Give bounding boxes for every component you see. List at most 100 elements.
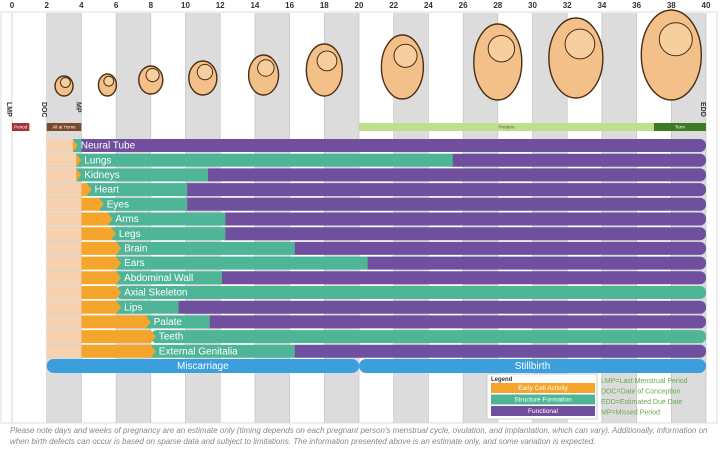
structure-segment	[76, 168, 209, 182]
structure-segment	[86, 183, 188, 197]
pre-embryonic-shade	[46, 139, 73, 152]
pre-embryonic-shade	[46, 183, 82, 197]
functional-segment	[446, 153, 706, 167]
row-label: Lips	[124, 302, 142, 313]
row-label: Teeth	[159, 332, 183, 343]
row-label: Neural Tube	[81, 141, 136, 152]
period-label: Period	[14, 125, 28, 130]
period-bar	[359, 123, 654, 131]
period-bar	[12, 123, 30, 131]
functional-segment	[202, 168, 706, 182]
row-label: Axial Skeleton	[124, 288, 187, 299]
legend-label: Early Cell Activity	[518, 385, 569, 392]
embryo-head	[103, 75, 115, 87]
structure-segment	[145, 315, 210, 329]
embryo-head	[145, 68, 160, 83]
embryo-head	[257, 59, 275, 77]
outcome-bar	[359, 359, 706, 373]
structure-segment	[76, 153, 453, 167]
structure-segment	[116, 241, 295, 255]
tick-label: 28	[493, 1, 502, 10]
tick-label: 30	[528, 1, 537, 10]
row-label: Legs	[119, 229, 141, 240]
tick-label: 16	[285, 1, 294, 10]
pre-embryonic-shade	[46, 300, 82, 314]
legend-label: Structure Formation	[514, 397, 572, 404]
row-label: Kidneys	[84, 170, 120, 181]
pre-embryonic-shade	[46, 168, 77, 182]
structure-segment	[150, 344, 295, 358]
embryo-head	[487, 35, 516, 63]
abbreviation-note: EDD=Estimated Due Date	[601, 399, 683, 406]
tick-label: 4	[79, 1, 84, 10]
functional-segment	[219, 212, 706, 226]
functional-segment	[181, 183, 707, 197]
pre-embryonic-shade	[46, 227, 82, 241]
structure-segment	[98, 197, 188, 211]
outcome-label: Miscarriage	[177, 361, 229, 372]
structure-segment	[116, 271, 222, 285]
structure-segment	[116, 256, 368, 270]
period-label: Term	[675, 125, 685, 130]
tick-label: 26	[459, 1, 468, 10]
functional-segment	[215, 271, 706, 285]
tick-label: 24	[424, 1, 433, 10]
tick-label: 10	[181, 1, 190, 10]
row-label: Abdominal Wall	[124, 273, 193, 284]
pre-embryonic-shade	[46, 286, 82, 299]
marker-label: EDD	[699, 102, 706, 117]
embryo-head	[564, 28, 596, 60]
functional-segment	[361, 256, 706, 270]
abbreviation-note: DOC=Date of Conception	[601, 388, 681, 395]
tick-label: 18	[320, 1, 329, 10]
pre-embryonic-shade	[46, 344, 82, 358]
legend-swatch	[491, 406, 595, 416]
tick-label: 38	[667, 1, 676, 10]
abbreviation-note: MP=Missed Period	[601, 409, 660, 416]
tick-label: 14	[250, 1, 259, 10]
tick-label: 32	[563, 1, 572, 10]
period-bar	[46, 123, 82, 131]
legend-swatch	[491, 394, 595, 405]
embryo-head	[59, 77, 71, 88]
tick-label: 0	[10, 1, 15, 10]
outcome-bar	[46, 359, 359, 373]
pre-embryonic-shade	[46, 241, 82, 255]
abbreviation-note: LMP=Last Menstrual Period	[601, 378, 688, 385]
marker-label: LMP	[5, 102, 12, 117]
row-label: Arms	[115, 214, 138, 225]
row-label: Eyes	[107, 199, 129, 210]
tick-label: 36	[632, 1, 641, 10]
pre-embryonic-shade	[46, 197, 82, 211]
footnote: Please note days and weeks of pregnancy …	[10, 426, 708, 446]
pre-embryonic-shade	[46, 271, 82, 285]
pre-embryonic-shade	[46, 153, 77, 167]
pre-embryonic-shade	[46, 256, 82, 270]
period-label: All at Home	[52, 125, 76, 130]
row-label: Heart	[95, 185, 120, 196]
period-label: Preterm	[498, 125, 514, 130]
embryo-head	[658, 22, 693, 57]
functional-segment	[288, 241, 706, 255]
tick-label: 2	[44, 1, 49, 10]
tick-label: 40	[702, 1, 711, 10]
structure-segment	[116, 300, 179, 314]
row-label: Lungs	[84, 155, 111, 166]
embryo-illustration	[473, 23, 523, 101]
legend-label: Functional	[528, 408, 559, 415]
functional-segment	[203, 315, 707, 329]
tick-label: 22	[389, 1, 398, 10]
tick-label: 8	[149, 1, 154, 10]
structure-segment	[150, 330, 707, 344]
legend-swatch	[491, 383, 595, 393]
pre-embryonic-shade	[46, 315, 82, 329]
outcome-label: Stillbirth	[515, 361, 551, 372]
functional-segment	[288, 344, 706, 358]
structure-segment	[110, 227, 226, 241]
row-label: Ears	[124, 258, 145, 269]
row-label: Brain	[124, 244, 147, 255]
period-bar	[653, 123, 706, 131]
functional-segment	[75, 139, 706, 152]
